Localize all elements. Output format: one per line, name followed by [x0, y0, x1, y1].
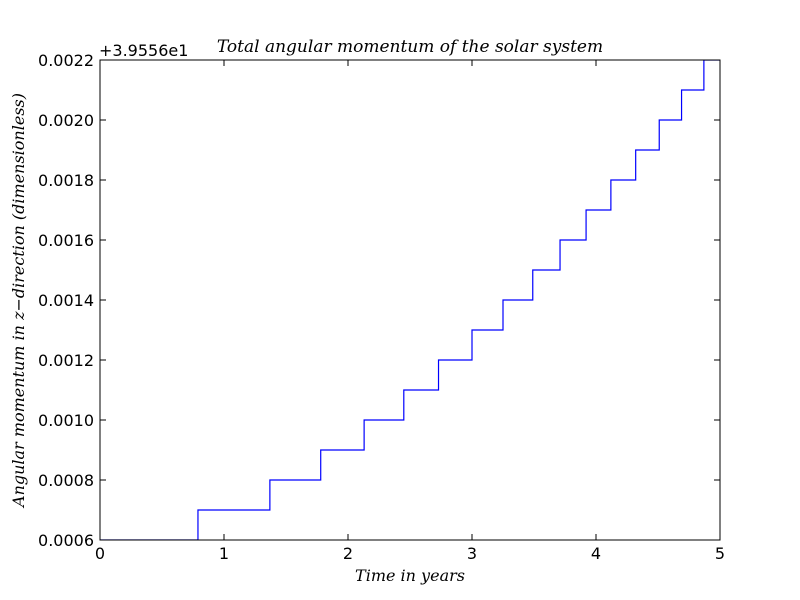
x-axis-title: Time in years [355, 566, 465, 585]
y-axis-offset-text: +3.9556e1 [99, 41, 188, 60]
y-tick-label: 0.0008 [38, 471, 94, 490]
y-tick-label: 0.0012 [38, 351, 94, 370]
series-layer [100, 60, 720, 540]
plot-area-frame [99, 59, 721, 541]
x-tick-label: 4 [591, 544, 601, 563]
y-tick-label: 0.0020 [38, 111, 94, 130]
y-tick-label: 0.0006 [38, 531, 94, 550]
ticks-layer: 0 1 2 3 4 5 0.0006 0.0008 0.0010 0.0012 0.0014 0.00… [38, 51, 725, 563]
x-tick-label: 0 [95, 544, 105, 563]
y-tick-label: 0.0010 [38, 411, 94, 430]
x-tick-label: 1 [219, 544, 229, 563]
y-tick-label: 0.0022 [38, 51, 94, 70]
y-tick-label: 0.0014 [38, 291, 94, 310]
x-tick-label: 5 [715, 544, 725, 563]
y-axis-title: Angular momentum in z−direction (dimensi… [9, 93, 28, 509]
x-tick-label: 3 [467, 544, 477, 563]
chart-title: Total angular momentum of the solar syst… [217, 37, 603, 57]
y-tick-label: 0.0018 [38, 171, 94, 190]
y-tick-label: 0.0016 [38, 231, 94, 250]
series-line-l-z [100, 60, 720, 540]
x-tick-label: 2 [343, 544, 353, 563]
